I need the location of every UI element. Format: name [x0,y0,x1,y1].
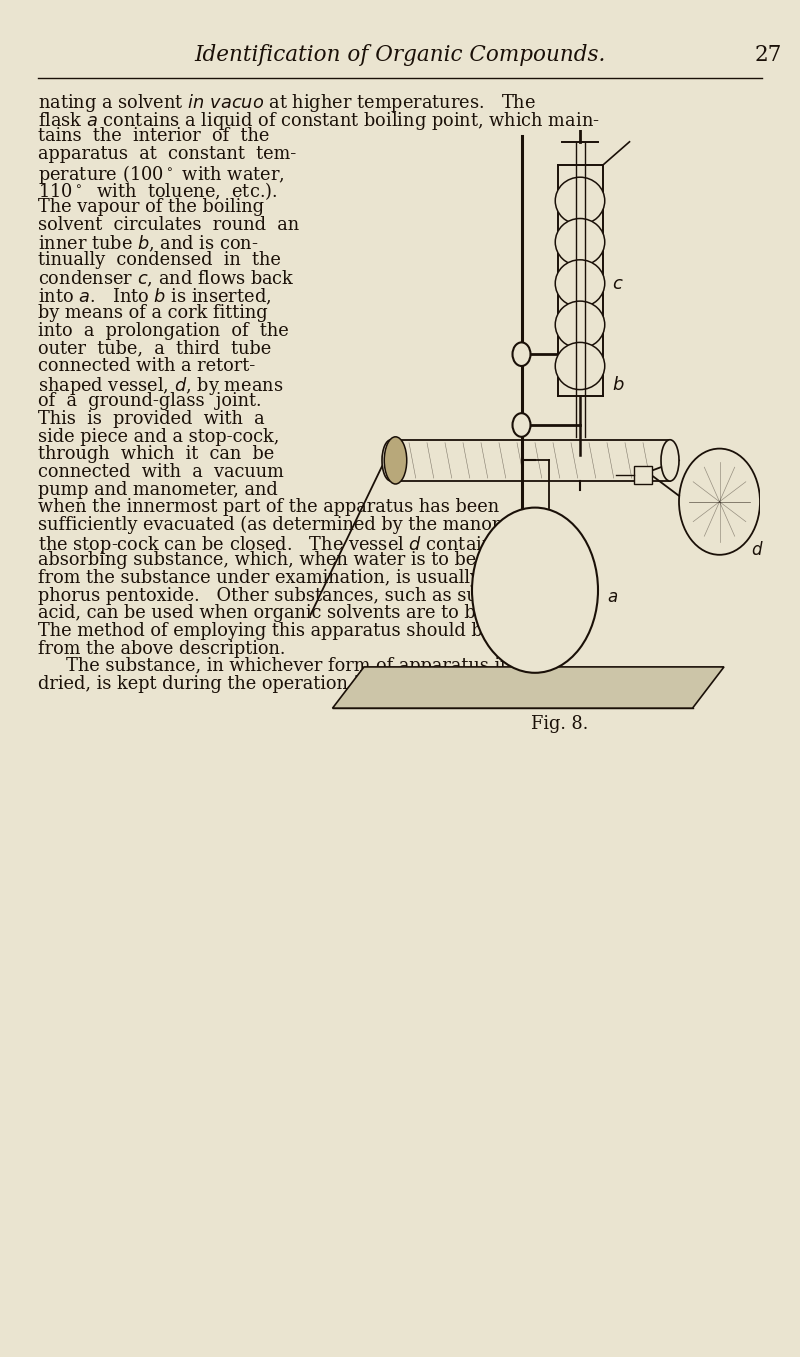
Text: through  which  it  can  be: through which it can be [38,445,274,463]
Text: into $\mathit{a}$.   Into $\mathit{b}$ is inserted,: into $\mathit{a}$. Into $\mathit{b}$ is … [38,286,272,307]
Text: by means of a cork fitting: by means of a cork fitting [38,304,268,322]
Text: shaped vessel, $\mathit{d}$, by means: shaped vessel, $\mathit{d}$, by means [38,375,284,396]
Text: the stop-cock can be closed.   The vessel $\mathit{d}$ contains the: the stop-cock can be closed. The vessel … [38,533,538,555]
Text: absorbing substance, which, when water is to be eliminated: absorbing substance, which, when water i… [38,551,577,570]
Text: This  is  provided  with  a: This is provided with a [38,410,265,427]
Text: flask $\mathit{a}$ contains a liquid of constant boiling point, which main-: flask $\mathit{a}$ contains a liquid of … [38,110,600,132]
Text: The vapour of the boiling: The vapour of the boiling [38,198,264,216]
Text: 27: 27 [755,43,782,66]
Ellipse shape [555,218,605,266]
Text: Identification of Organic Compounds.: Identification of Organic Compounds. [194,43,606,66]
Ellipse shape [661,440,679,480]
Text: inner tube $\mathit{b}$, and is con-: inner tube $\mathit{b}$, and is con- [38,233,259,254]
Text: tinually  condensed  in  the: tinually condensed in the [38,251,282,269]
Circle shape [513,413,530,437]
Text: from the above description.: from the above description. [38,639,286,658]
Ellipse shape [555,178,605,224]
Bar [634,467,652,484]
Text: acid, can be used when organic solvents are to be absorbed.: acid, can be used when organic solvents … [38,604,581,623]
Text: The substance, in whichever form of apparatus it is: The substance, in whichever form of appa… [38,657,528,676]
Text: sufficiently evacuated (as determined by the manometer): sufficiently evacuated (as determined by… [38,516,552,535]
Text: Fig. 8.: Fig. 8. [531,715,589,733]
Text: condenser $\mathit{c}$, and flows back: condenser $\mathit{c}$, and flows back [38,269,295,289]
Text: dried, is kept during the operation in tubes or small: dried, is kept during the operation in t… [38,674,504,693]
Circle shape [679,449,760,555]
Text: tains  the  interior  of  the: tains the interior of the [38,128,270,145]
Ellipse shape [555,259,605,307]
Ellipse shape [382,440,400,480]
Text: $a$: $a$ [607,589,618,607]
Text: into  a  prolongation  of  the: into a prolongation of the [38,322,289,339]
Text: perature (100$^\circ$ with water,: perature (100$^\circ$ with water, [38,163,285,186]
Text: when the innermost part of the apparatus has been: when the innermost part of the apparatus… [38,498,499,516]
Circle shape [472,508,598,673]
Circle shape [513,342,530,366]
Ellipse shape [555,342,605,389]
Text: $d$: $d$ [751,541,764,559]
Text: The method of employing this apparatus should be obvious: The method of employing this apparatus s… [38,622,568,641]
Text: side piece and a stop-cock,: side piece and a stop-cock, [38,427,280,445]
Text: connected  with  a  vacuum: connected with a vacuum [38,463,284,480]
Ellipse shape [555,301,605,349]
Text: apparatus  at  constant  tem-: apparatus at constant tem- [38,145,297,163]
Text: of  a  ground-glass  joint.: of a ground-glass joint. [38,392,262,410]
Ellipse shape [384,437,406,484]
Text: outer  tube,  a  third  tube: outer tube, a third tube [38,339,272,357]
Polygon shape [333,666,724,708]
Text: phorus pentoxide.   Other substances, such as sulphuric: phorus pentoxide. Other substances, such… [38,586,542,605]
Text: connected with a retort-: connected with a retort- [38,357,256,375]
Text: from the substance under examination, is usually phos-: from the substance under examination, is… [38,569,534,588]
Text: nating a solvent $\mathit{in\ vacuo}$ at higher temperatures.   The: nating a solvent $\mathit{in\ vacuo}$ at… [38,92,536,114]
Text: $c$: $c$ [611,275,623,293]
Text: pump and manometer, and: pump and manometer, and [38,480,278,498]
Text: 110$^\circ$  with  toluene,  etc.).: 110$^\circ$ with toluene, etc.). [38,180,278,202]
Text: $b$: $b$ [611,376,624,394]
Text: solvent  circulates  round  an: solvent circulates round an [38,216,299,233]
